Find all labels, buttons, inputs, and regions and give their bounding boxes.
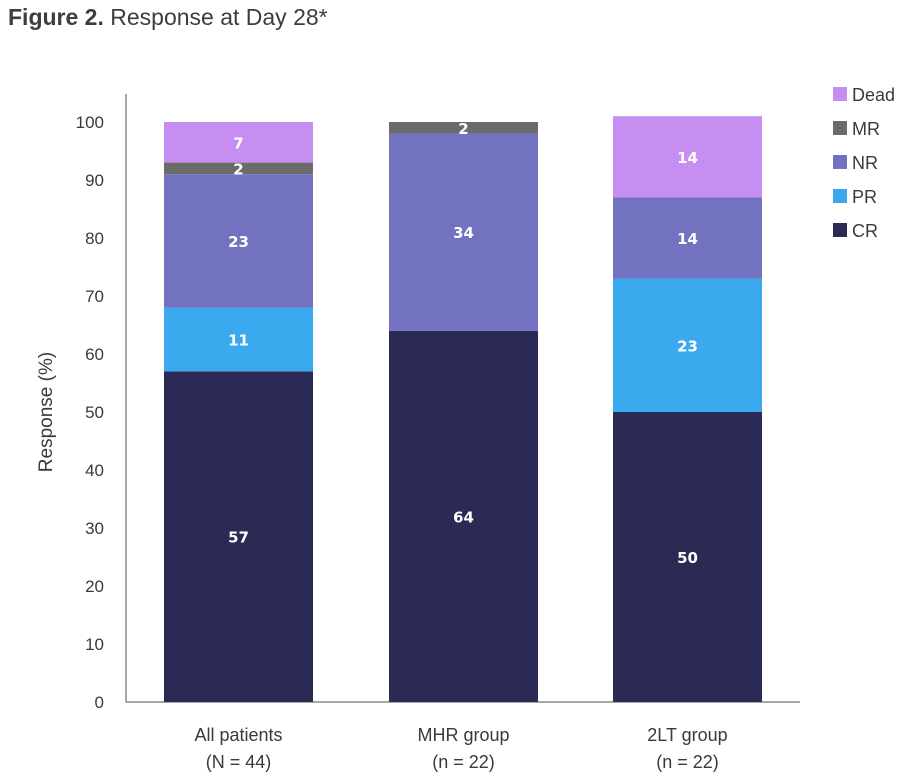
x-tick-label: 2LT group — [647, 725, 727, 745]
legend-label-cr: CR — [852, 221, 878, 241]
y-tick-label: 10 — [85, 635, 104, 654]
y-tick-label: 100 — [76, 113, 104, 132]
x-tick-sublabel: (n = 22) — [656, 752, 719, 772]
figure-caption: Response at Day 28* — [110, 4, 328, 30]
bar-segment-dead — [164, 122, 313, 163]
y-tick-label: 90 — [85, 171, 104, 190]
data-label: 23 — [228, 233, 249, 251]
data-label: 7 — [233, 134, 243, 152]
data-label: 34 — [453, 224, 474, 242]
bar-segment-dead — [613, 116, 762, 198]
data-label: 14 — [677, 230, 698, 248]
data-label: 11 — [228, 332, 249, 350]
data-label: 14 — [677, 149, 698, 167]
legend-label-mr: MR — [852, 119, 880, 139]
y-tick-label: 50 — [85, 403, 104, 422]
legend-label-nr: NR — [852, 153, 878, 173]
bar-segment-nr — [389, 133, 538, 331]
legend-swatch-cr — [833, 223, 847, 237]
x-tick-sublabel: (N = 44) — [206, 752, 272, 772]
bar-segment-nr — [164, 174, 313, 308]
figure-title: Figure 2. Response at Day 28* — [8, 4, 328, 31]
x-tick-label: All patients — [194, 725, 282, 745]
legend-swatch-dead — [833, 87, 847, 101]
bar-segment-pr — [164, 307, 313, 372]
data-label: 64 — [453, 508, 474, 526]
y-tick-label: 80 — [85, 229, 104, 248]
legend: Dead MR NR PR CR — [833, 85, 895, 241]
data-label: 23 — [677, 337, 698, 355]
data-label: 57 — [228, 529, 249, 547]
bar-segment-mr — [389, 122, 538, 134]
bar-segment-nr — [613, 197, 762, 279]
x-tick-label: MHR group — [417, 725, 509, 745]
data-label: 2 — [458, 120, 468, 138]
bar-segment-cr — [164, 371, 313, 702]
x-tick-sublabel: (n = 22) — [432, 752, 495, 772]
data-label: 2 — [233, 160, 243, 178]
legend-label-pr: PR — [852, 187, 877, 207]
figure-label: Figure 2. — [8, 4, 104, 30]
data-label: 50 — [677, 549, 698, 567]
y-tick-label: 60 — [85, 345, 104, 364]
bar-segment-cr — [389, 330, 538, 702]
legend-swatch-mr — [833, 121, 847, 135]
y-tick-label: 0 — [95, 693, 104, 712]
bar-segment-pr — [613, 278, 762, 412]
bar-segment-mr — [164, 162, 313, 175]
y-tick-label: 70 — [85, 287, 104, 306]
y-tick-label: 40 — [85, 461, 104, 480]
bar-segment-cr — [613, 412, 762, 702]
legend-label-dead: Dead — [852, 85, 895, 105]
y-axis-title: Response (%) — [36, 352, 57, 472]
y-tick-label: 30 — [85, 519, 104, 538]
legend-swatch-pr — [833, 189, 847, 203]
legend-swatch-nr — [833, 155, 847, 169]
bars: 57 11 23 2 7 64 34 2 50 23 14 14 — [164, 116, 762, 702]
y-tick-label: 20 — [85, 577, 104, 596]
axes: 0 10 20 30 40 50 60 70 80 90 100 Response (%) All pa… — [36, 94, 800, 772]
